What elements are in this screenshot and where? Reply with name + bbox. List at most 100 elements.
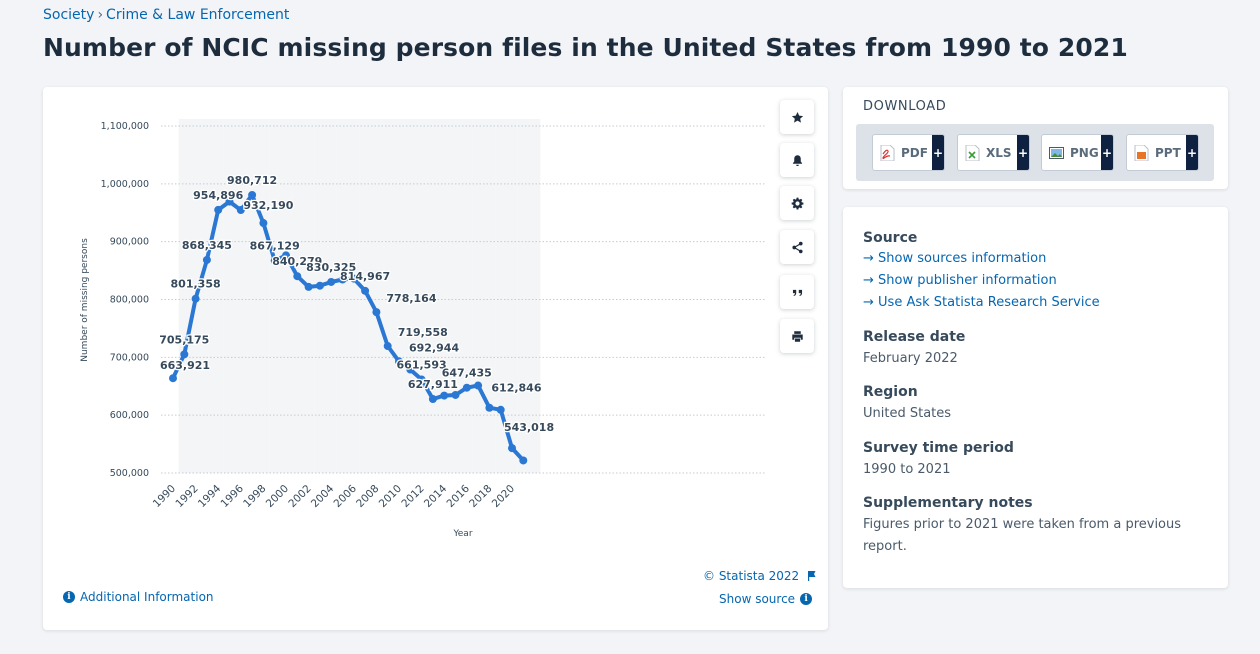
download-png-button[interactable]: PNG +: [1041, 134, 1114, 171]
show-source-link[interactable]: Show source i: [719, 592, 813, 606]
data-point: [349, 274, 358, 283]
breadcrumb: Society › Crime & Law Enforcement: [43, 7, 289, 23]
background-band: [382, 119, 405, 473]
x-tick-label: 2000: [264, 483, 291, 510]
settings-button[interactable]: [780, 186, 814, 220]
data-label: 868,345: [182, 239, 232, 252]
info-card: Source → Show sources information → Show…: [843, 207, 1228, 588]
download-pdf-button[interactable]: PDF +: [872, 134, 945, 171]
data-point: [417, 375, 426, 384]
data-point: [315, 281, 324, 290]
x-tick-label: 2006: [332, 482, 360, 510]
arrow-right-icon: →: [863, 295, 874, 310]
background-band: [314, 119, 337, 473]
download-ppt-button[interactable]: PPT +: [1126, 134, 1199, 171]
data-point: [406, 365, 415, 374]
x-tick-label: 2002: [286, 483, 313, 510]
quote-icon: [792, 289, 802, 296]
data-point: [169, 374, 177, 383]
show-source-label: Show source: [719, 592, 796, 606]
y-axis-label: Number of missing persons: [80, 238, 90, 362]
data-label: 663,921: [160, 359, 210, 372]
share-icon: [791, 241, 803, 253]
y-tick-label: 500,000: [110, 468, 149, 479]
data-label: 692,944: [409, 341, 459, 354]
data-point: [395, 357, 403, 366]
download-heading: DOWNLOAD: [863, 99, 947, 114]
data-point: [214, 205, 223, 214]
data-label: 647,435: [442, 367, 492, 380]
printer-icon: [791, 330, 803, 342]
background-band: [449, 119, 473, 473]
breadcrumb-link-society[interactable]: Society: [43, 7, 95, 23]
y-tick-label: 900,000: [110, 237, 149, 248]
background-band: [291, 119, 315, 473]
download-xls-button[interactable]: XLS +: [957, 134, 1030, 171]
region-value: United States: [863, 406, 952, 421]
print-button[interactable]: [780, 319, 814, 353]
data-point: [485, 403, 494, 412]
data-point: [338, 275, 347, 284]
background-band: [223, 119, 247, 473]
x-tick-label: 2014: [422, 482, 450, 510]
bell-icon: [792, 154, 802, 166]
background-band: [495, 119, 518, 473]
survey-period-value: 1990 to 2021: [863, 462, 951, 477]
data-point: [248, 190, 257, 199]
background-band: [359, 119, 383, 473]
share-button[interactable]: [780, 230, 814, 264]
y-tick-label: 700,000: [110, 352, 149, 363]
info-icon: i: [800, 593, 813, 605]
x-tick-label: 2018: [467, 483, 494, 510]
data-label: 867,129: [250, 240, 300, 253]
data-label: 612,846: [491, 382, 541, 395]
data-point: [202, 255, 211, 264]
star-icon: [791, 111, 803, 123]
x-tick-label: 2008: [354, 483, 381, 510]
data-label: 778,164: [386, 292, 436, 305]
show-sources-link[interactable]: → Show sources information: [863, 251, 1047, 266]
show-publisher-link[interactable]: → Show publisher information: [863, 273, 1057, 288]
download-card: DOWNLOAD PDF + XLS + PNG + PPT +: [843, 87, 1228, 189]
favorite-button[interactable]: [780, 100, 814, 134]
arrow-right-icon: →: [863, 273, 874, 288]
data-point: [440, 391, 449, 400]
copyright-link[interactable]: © Statista 2022: [703, 569, 817, 583]
source-heading: Source: [863, 230, 918, 246]
x-tick-label: 1992: [173, 483, 200, 510]
data-point: [327, 277, 336, 286]
x-tick-label: 2016: [445, 482, 473, 510]
background-band: [178, 119, 202, 473]
cite-button[interactable]: [780, 275, 814, 309]
ask-statista-link[interactable]: → Use Ask Statista Research Service: [863, 295, 1100, 310]
data-label: 543,018: [504, 421, 554, 434]
additional-information-link[interactable]: i Additional Information: [63, 590, 214, 604]
x-axis-label: Year: [452, 529, 472, 539]
plus-icon: +: [932, 135, 944, 170]
breadcrumb-link-crime[interactable]: Crime & Law Enforcement: [106, 7, 290, 23]
arrow-right-icon: →: [863, 251, 874, 266]
pdf-label: PDF: [901, 145, 928, 160]
info-icon: i: [63, 591, 75, 603]
x-tick-label: 2020: [490, 483, 517, 510]
x-tick-label: 2012: [399, 483, 426, 510]
background-band: [201, 119, 224, 473]
background-band: [404, 119, 428, 473]
plus-icon: +: [1101, 135, 1113, 170]
x-tick-label: 1996: [219, 482, 247, 510]
plus-icon: +: [1017, 135, 1029, 170]
x-tick-label: 1990: [151, 483, 178, 510]
ppt-label: PPT: [1155, 145, 1181, 160]
png-image-icon: [1049, 146, 1064, 159]
line-chart: 500,000 600,000 700,000 800,000 900,000 1,000…: [80, 119, 765, 539]
notification-button[interactable]: [780, 143, 814, 177]
data-point: [225, 197, 234, 206]
data-point: [270, 256, 279, 265]
data-label: 954,896: [193, 189, 243, 202]
y-tick-label: 800,000: [110, 295, 149, 306]
data-label: 932,190: [243, 199, 293, 212]
y-tick-label: 1,000,000: [101, 179, 149, 190]
copyright-text: © Statista 2022: [703, 569, 800, 583]
supplementary-notes-heading: Supplementary notes: [863, 495, 1033, 511]
region-heading: Region: [863, 384, 918, 400]
